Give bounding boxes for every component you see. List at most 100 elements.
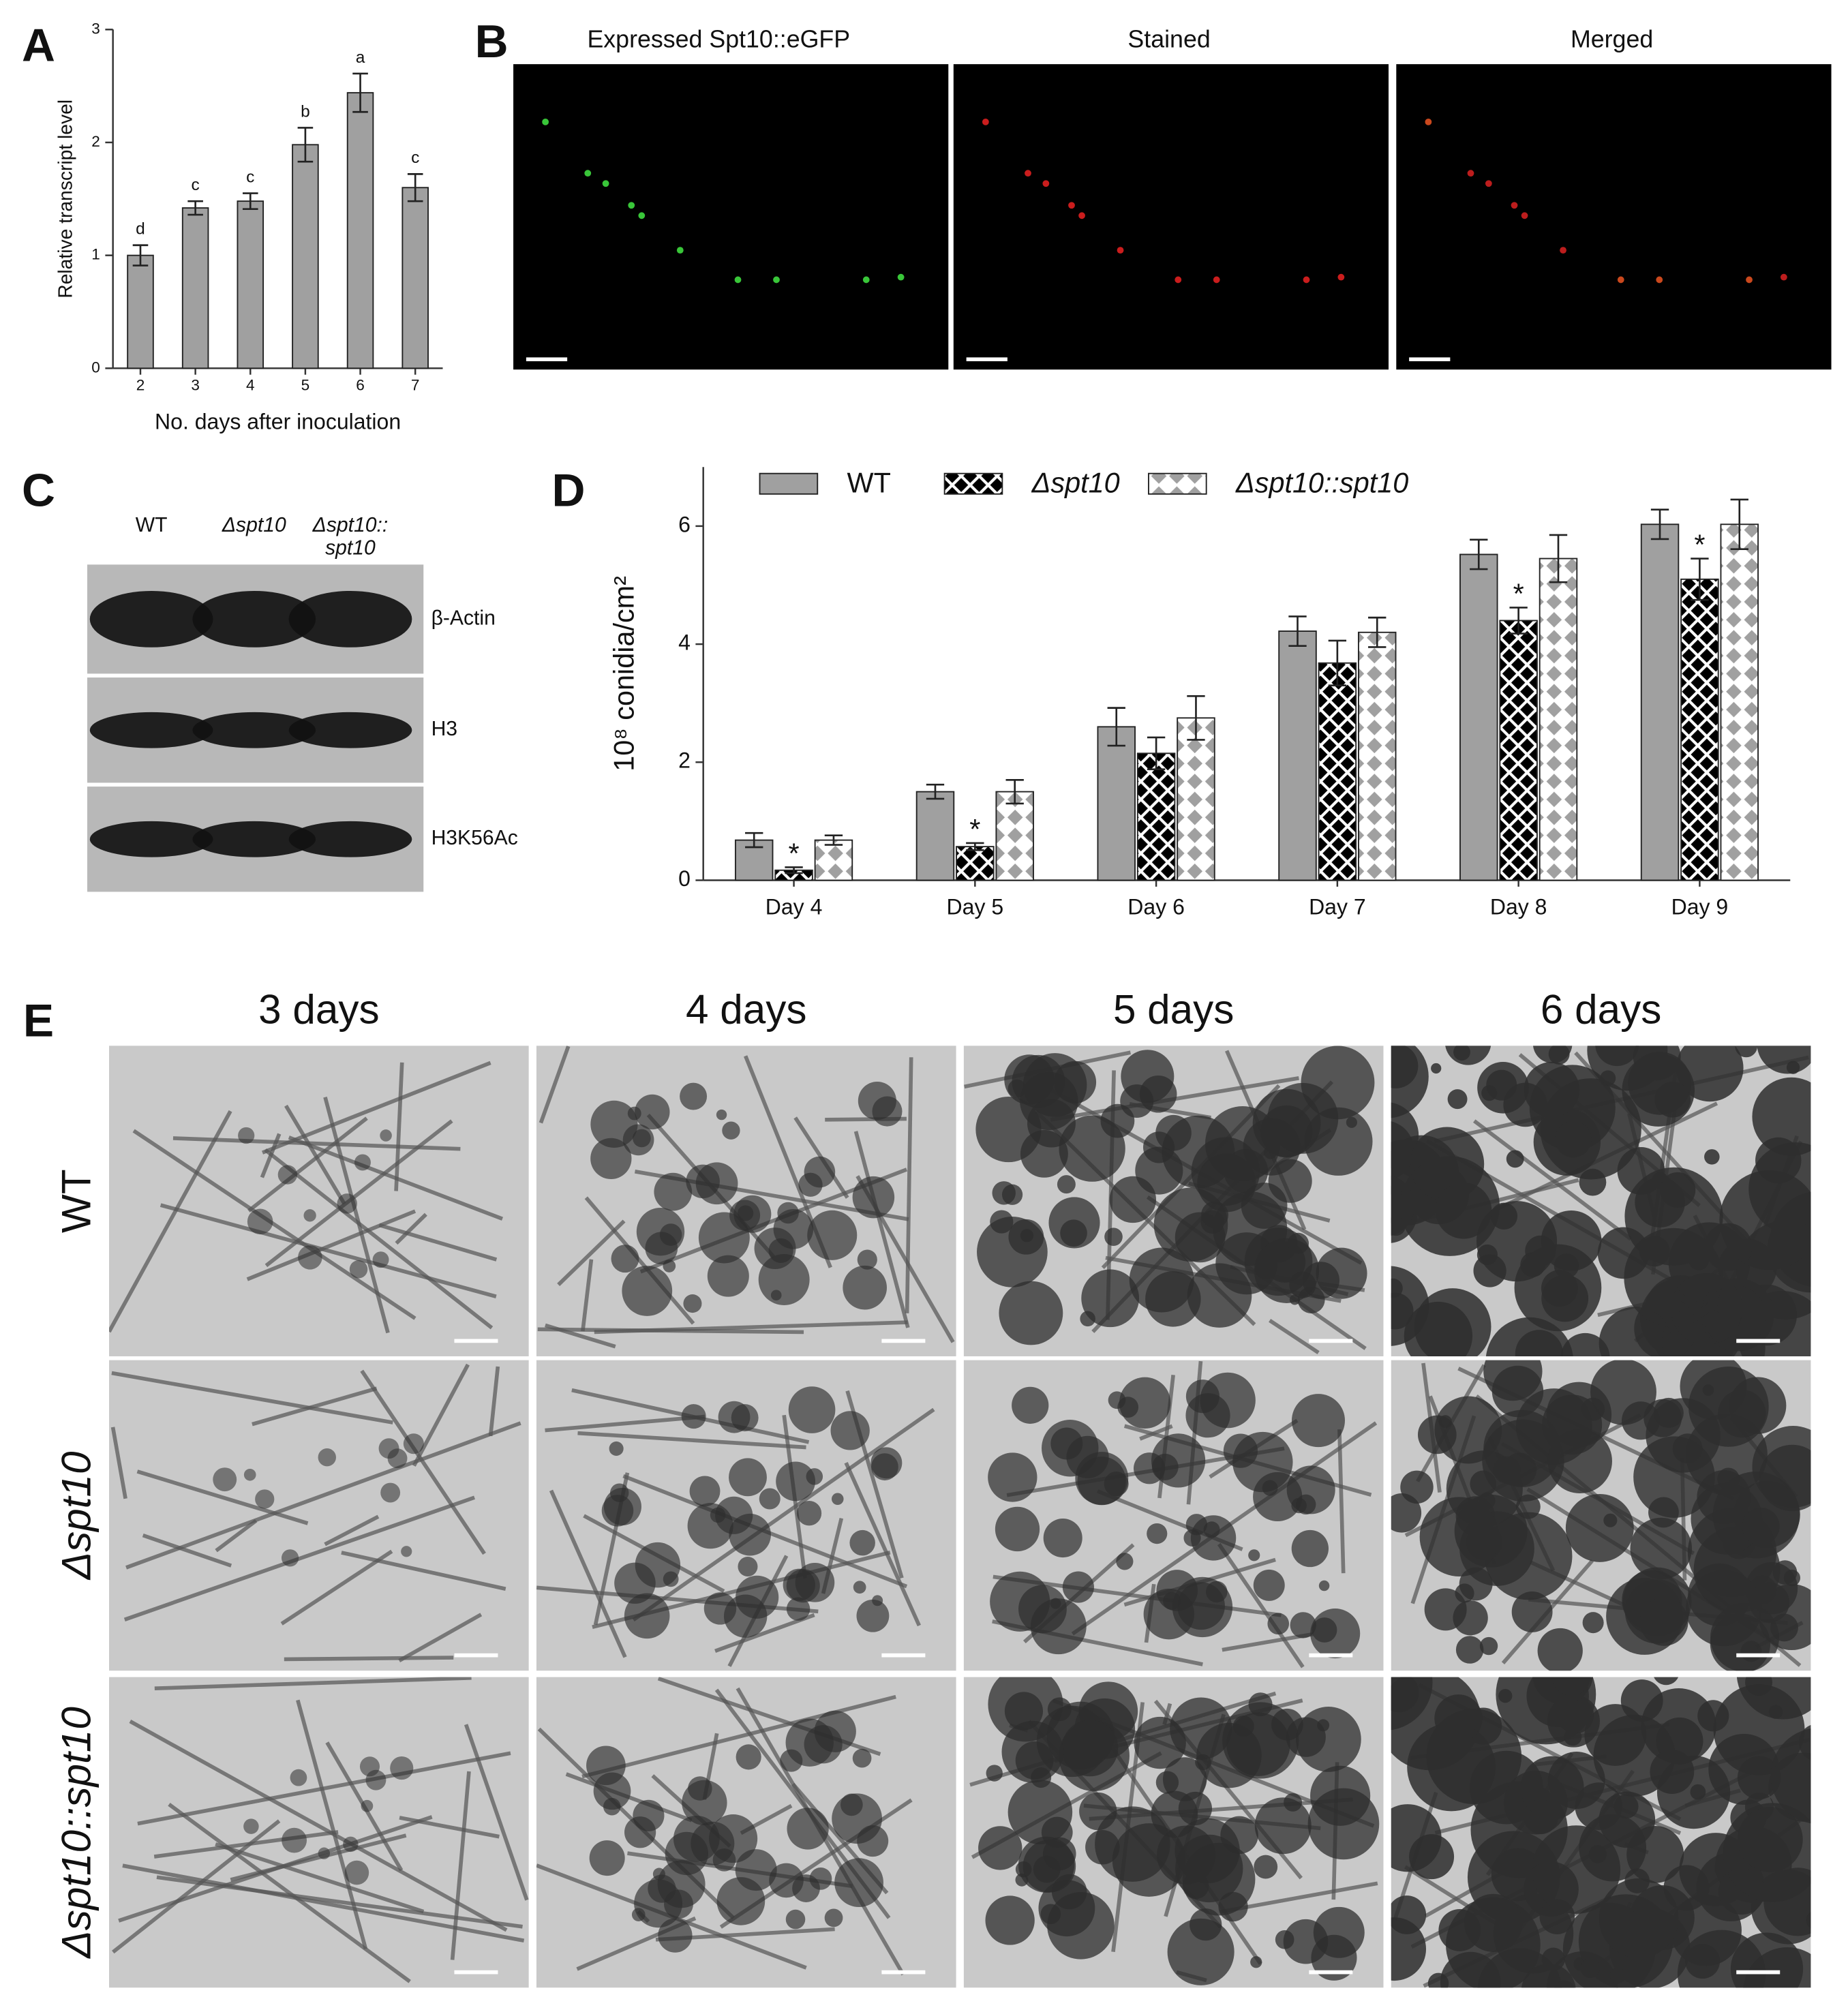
conidia-cluster (1187, 1263, 1252, 1328)
error-bar (1147, 736, 1166, 771)
conidia-cluster (1650, 1750, 1695, 1794)
conidia-cluster (814, 1710, 856, 1752)
conidia-cluster (658, 1918, 693, 1953)
micrograph (963, 1677, 1384, 1988)
conidia-cluster (589, 1840, 625, 1876)
conidia-cluster (1498, 1689, 1513, 1703)
conidia-cluster (247, 1208, 273, 1235)
nucleus (1467, 170, 1474, 177)
nucleus (1117, 247, 1124, 254)
conidia-cluster (686, 1164, 720, 1199)
conidia-cluster (688, 1776, 712, 1801)
nucleus (628, 202, 635, 209)
hypha (137, 1751, 511, 1826)
hypha (1139, 1424, 1173, 1441)
conidia-cluster (1050, 1427, 1083, 1460)
lane-label: WT (136, 514, 168, 536)
conidia-cluster (1283, 1919, 1329, 1964)
error-bar (1650, 508, 1669, 540)
conidia-cluster (1254, 1238, 1320, 1303)
y-tick-label: 1 (91, 246, 100, 263)
conidia-cluster (1104, 1228, 1123, 1246)
conidia-cluster (622, 1124, 654, 1156)
error-bar (1368, 616, 1387, 648)
y-axis-label: Relative transcript level (54, 100, 76, 299)
micrograph-content (964, 1046, 1375, 1354)
nucleus (773, 276, 780, 284)
hypha (378, 1223, 498, 1262)
conidia-cluster (1391, 1677, 1419, 1713)
conidia-cluster (1688, 1366, 1769, 1447)
conidia-cluster (380, 1129, 392, 1142)
x-tick-label: Day 7 (1309, 894, 1366, 919)
conidia-cluster (1391, 1917, 1427, 1981)
conidia-cluster (1697, 1700, 1729, 1732)
conidia-cluster (1226, 1712, 1290, 1776)
conidia-cluster (1059, 1115, 1125, 1182)
conidia-cluster (729, 1458, 767, 1497)
conidia-cluster (1691, 1482, 1763, 1555)
legend-label: WT (847, 468, 891, 499)
hypha (905, 1057, 913, 1313)
error-bar (745, 832, 763, 849)
micrograph (963, 1046, 1384, 1356)
conidia-cluster (624, 1816, 656, 1848)
nucleus (1511, 202, 1518, 209)
conidia-cluster (1267, 1613, 1290, 1635)
conidia-cluster (1410, 1127, 1485, 1202)
conidia-cluster (1043, 1519, 1082, 1558)
panel-b-title: Stained (1127, 26, 1210, 53)
hypha (1217, 1542, 1305, 1668)
hypha (394, 1062, 404, 1191)
conidia-cluster (1424, 1588, 1467, 1631)
conidia-cluster (834, 1858, 883, 1908)
hypha (395, 1213, 427, 1245)
micrograph-content (536, 1677, 913, 1976)
conidia-cluster (1284, 1793, 1302, 1812)
conidia-cluster (807, 1210, 858, 1260)
y-tick-label: 3 (91, 20, 100, 37)
conidia-cluster (1685, 1944, 1721, 1979)
hypha (109, 1110, 232, 1333)
conidia-cluster (1147, 1523, 1168, 1544)
hypha (153, 1830, 339, 1859)
conidia-cluster (1218, 1891, 1248, 1922)
y-tick-label: 0 (91, 359, 100, 376)
micrograph (109, 1046, 529, 1356)
conidia-cluster (840, 1793, 863, 1816)
bar (1177, 717, 1215, 881)
conidia-cluster (659, 1223, 682, 1246)
x-tick-label: 6 (356, 377, 365, 394)
nucleus (1780, 273, 1787, 281)
group-letter: d (136, 220, 145, 239)
conidia-cluster (1008, 1219, 1044, 1255)
conidia-cluster (1409, 1834, 1455, 1880)
conidia-cluster (1783, 1569, 1801, 1587)
legend-label: Δspt10::spt10 (1235, 468, 1408, 499)
hypha (168, 1803, 411, 1983)
conidia-cluster (990, 1210, 1014, 1234)
micrograph (536, 1046, 956, 1356)
micrograph-content (988, 1360, 1378, 1668)
hypha (160, 1203, 497, 1298)
hypha (412, 1363, 470, 1467)
band (288, 712, 412, 748)
error-bar (926, 783, 945, 800)
micrograph-content (537, 1046, 955, 1349)
fluorescence-image (1396, 64, 1832, 370)
conidia-cluster (1633, 1436, 1715, 1518)
hypha (246, 1209, 416, 1281)
error-bar (187, 200, 203, 216)
micrograph (536, 1360, 956, 1671)
hypha (1269, 1318, 1320, 1354)
error-bar (1005, 778, 1024, 805)
band (192, 821, 316, 857)
conidia-cluster (1012, 1386, 1049, 1424)
conidia-cluster (663, 1571, 679, 1587)
hypha (549, 1489, 627, 1658)
significance-mark: * (789, 838, 800, 869)
conidia-cluster (1770, 1728, 1811, 1824)
conidia-cluster (1162, 1757, 1207, 1801)
conidia-cluster (1291, 1529, 1329, 1568)
nucleus (602, 180, 609, 187)
